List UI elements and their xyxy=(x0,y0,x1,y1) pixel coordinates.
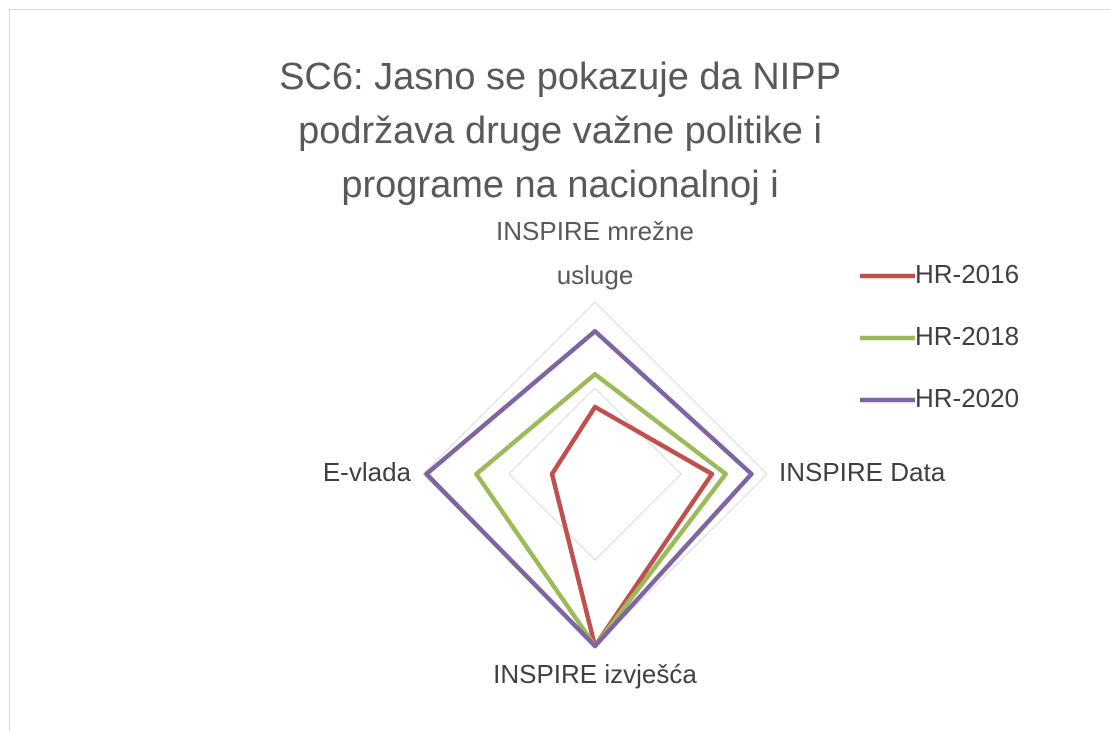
series-line xyxy=(424,328,754,649)
title-box: SC6: Jasno se pokazuje da NIPP podržava … xyxy=(279,56,841,220)
axis-label: INSPIRE Data xyxy=(779,457,946,487)
chart-border xyxy=(9,9,1110,731)
legend-label: HR-2020 xyxy=(915,383,1019,413)
axis-label: INSPIRE izvješća xyxy=(493,659,697,689)
legend-label: HR-2018 xyxy=(915,321,1019,351)
axis-label-box: INSPIRE mrežne usluge xyxy=(496,216,694,290)
grid-ring xyxy=(508,387,682,561)
axis-label: INSPIRE mrežne usluge xyxy=(496,216,694,290)
legend-label: HR-2016 xyxy=(915,259,1019,289)
chart-title: SC6: Jasno se pokazuje da NIPP podržava … xyxy=(279,56,841,220)
axis-label: E-vlada xyxy=(323,457,412,487)
